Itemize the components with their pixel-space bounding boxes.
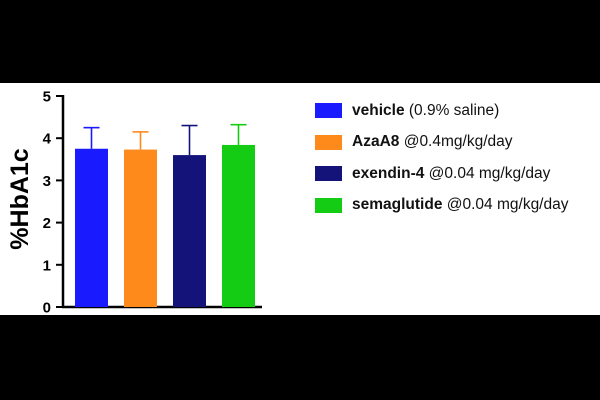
legend-note: (0.9% saline) xyxy=(408,101,500,119)
legend-name: exendin-4 xyxy=(352,164,425,182)
bar xyxy=(222,144,255,307)
legend-name: vehicle xyxy=(352,101,405,119)
legend-note: @0.04 mg/kg/day xyxy=(428,164,551,182)
legend: vehicle (0.9% saline) AzaA8 @0.4mg/kg/da… xyxy=(315,99,568,225)
y-tick-label: 3 xyxy=(43,173,51,190)
bar-chart: 0 1 2 3 4 5 %HbA1c xyxy=(6,89,262,316)
chart-panel: 0 1 2 3 4 5 %HbA1c vehicle (0.9% saline) AzaA… xyxy=(0,83,600,315)
legend-swatch-semaglutide xyxy=(315,197,342,213)
y-tick-label: 1 xyxy=(43,257,51,274)
legend-swatch-exendin-4 xyxy=(315,166,342,181)
legend-name: AzaA8 xyxy=(352,133,400,150)
legend-note: @0.4mg/kg/day xyxy=(403,133,513,150)
bar xyxy=(75,148,108,307)
bar xyxy=(173,155,206,307)
legend-item-semaglutide: semaglutide @0.04 mg/kg/day xyxy=(315,194,568,217)
bar xyxy=(124,149,157,307)
legend-item-exendin-4: exendin-4 @0.04 mg/kg/day xyxy=(315,162,568,185)
y-tick-label: 2 xyxy=(43,215,51,232)
legend-swatch-azaa8 xyxy=(315,134,342,150)
legend-swatch-vehicle xyxy=(315,103,342,118)
legend-name: semaglutide xyxy=(352,196,443,213)
y-tick-label: 4 xyxy=(43,131,52,148)
y-axis-label: %HbA1c xyxy=(6,148,34,250)
y-tick-label: 5 xyxy=(43,89,51,106)
legend-item-vehicle: vehicle (0.9% saline) xyxy=(315,99,568,122)
y-tick-label: 0 xyxy=(43,300,51,316)
legend-item-azaa8: AzaA8 @0.4mg/kg/day xyxy=(315,131,568,154)
legend-note: @0.04 mg/kg/day xyxy=(446,196,569,213)
